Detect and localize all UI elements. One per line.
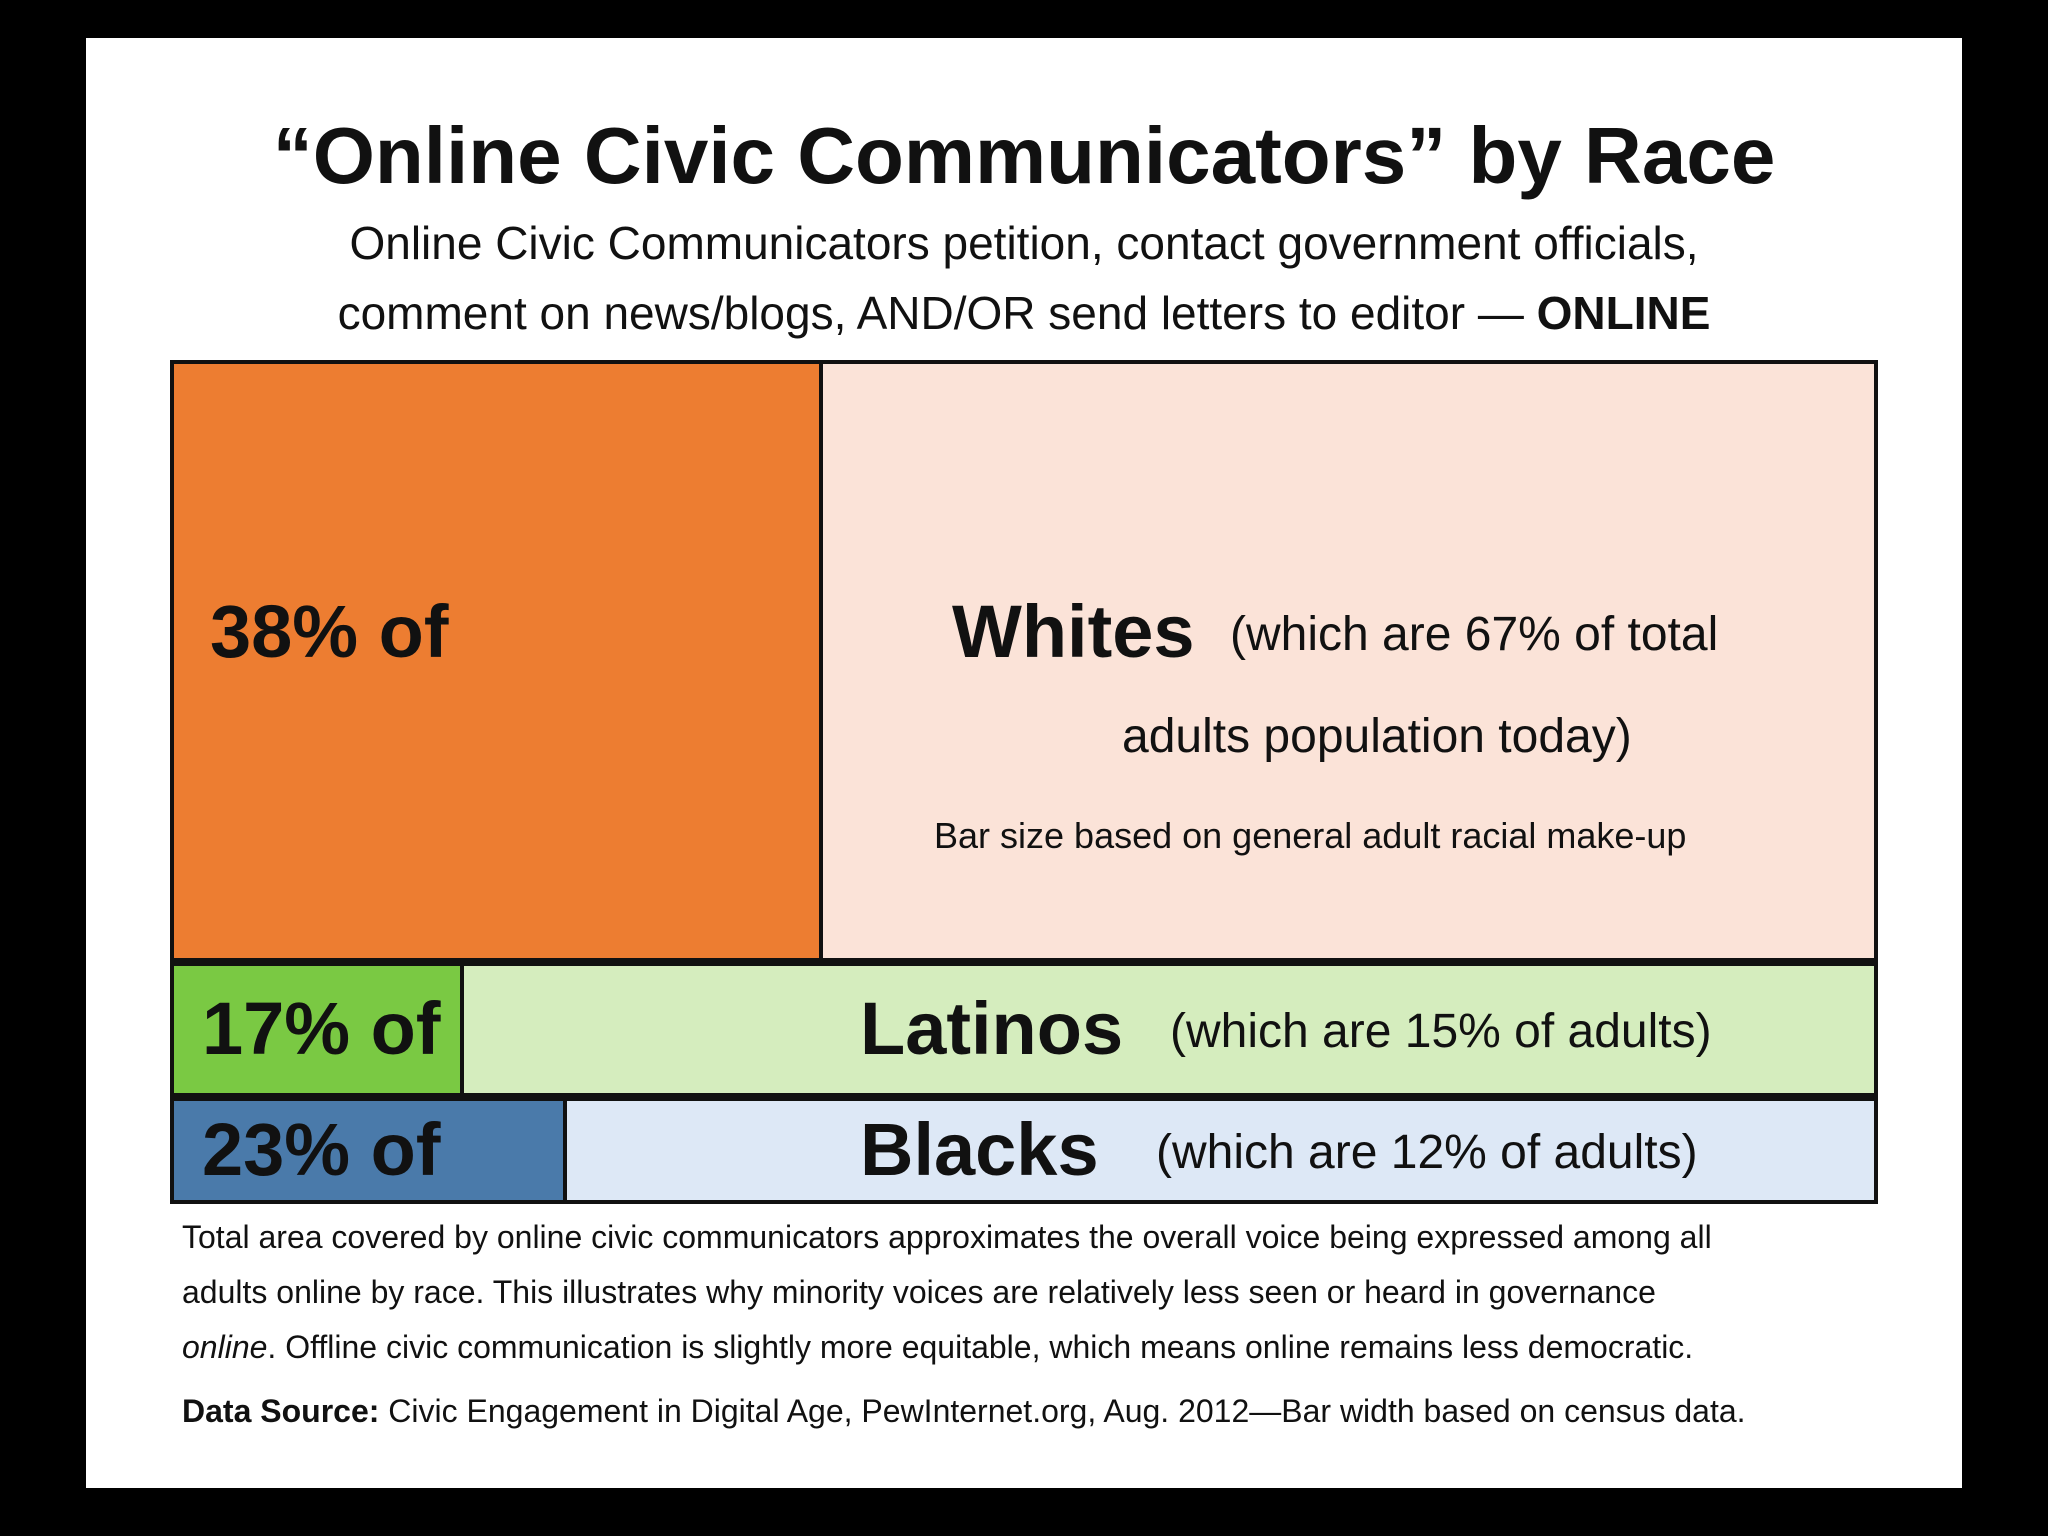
bar-rest-whites	[819, 360, 1878, 962]
footnote: Total area covered by online civic commu…	[182, 1210, 1902, 1375]
bar-rest-blacks	[563, 1097, 1878, 1204]
bar-size-note: Bar size based on general adult racial m…	[934, 814, 1687, 856]
group-label-blacks: Blacks	[860, 1108, 1099, 1191]
chart-title: “Online Civic Communicators” by Race	[272, 111, 1776, 200]
band-latinos: 17% of Latinos (which are 15% of adults)	[170, 962, 1878, 1097]
footnote-online-italic: online	[182, 1329, 268, 1365]
note-whites: (which are 67% of total	[1230, 607, 1719, 661]
chart-area: 38% of Whites (which are 67% of total ad…	[170, 360, 1878, 1204]
bar-rest-latinos	[460, 962, 1878, 1097]
bar-fill-latinos	[170, 962, 464, 1097]
subtitle-line-2: comment on news/blogs, AND/OR send lette…	[86, 286, 1962, 340]
data-source-text: Civic Engagement in Digital Age, PewInte…	[379, 1393, 1746, 1429]
footnote-line-3: online. Offline civic communication is s…	[182, 1320, 1902, 1375]
note-latinos: (which are 15% of adults)	[1170, 1005, 1712, 1058]
pct-label-blacks: 23% of	[202, 1108, 441, 1191]
footnote-line-1: Total area covered by online civic commu…	[182, 1219, 1712, 1255]
bar-fill-blacks	[170, 1097, 567, 1204]
band-blacks: 23% of Blacks (which are 12% of adults)	[170, 1097, 1878, 1204]
pct-label-whites: 38% of	[210, 589, 449, 673]
subtitle-line-1: Online Civic Communicators petition, con…	[349, 217, 1699, 269]
subtitle-line-2-text: comment on news/blogs, AND/OR send lette…	[337, 287, 1524, 339]
note-whites-line2: adults population today)	[1122, 710, 1632, 764]
footnote-line-3-rest: . Offline civic communication is slightl…	[267, 1329, 1694, 1365]
footnote-line-2: adults online by race. This illustrates …	[182, 1274, 1656, 1310]
subtitle-online-emphasis: ONLINE	[1536, 287, 1711, 339]
group-label-latinos: Latinos	[860, 987, 1124, 1070]
data-source-label: Data Source:	[182, 1393, 380, 1429]
band-whites: 38% of Whites (which are 67% of total ad…	[170, 360, 1878, 962]
bar-fill-whites	[170, 360, 823, 962]
group-label-whites: Whites	[952, 589, 1195, 673]
data-source: Data Source: Civic Engagement in Digital…	[182, 1384, 1902, 1439]
pct-label-latinos: 17% of	[202, 987, 441, 1070]
slide: “Online Civic Communicators” by Race Onl…	[86, 38, 1962, 1488]
note-blacks: (which are 12% of adults)	[1156, 1126, 1698, 1179]
